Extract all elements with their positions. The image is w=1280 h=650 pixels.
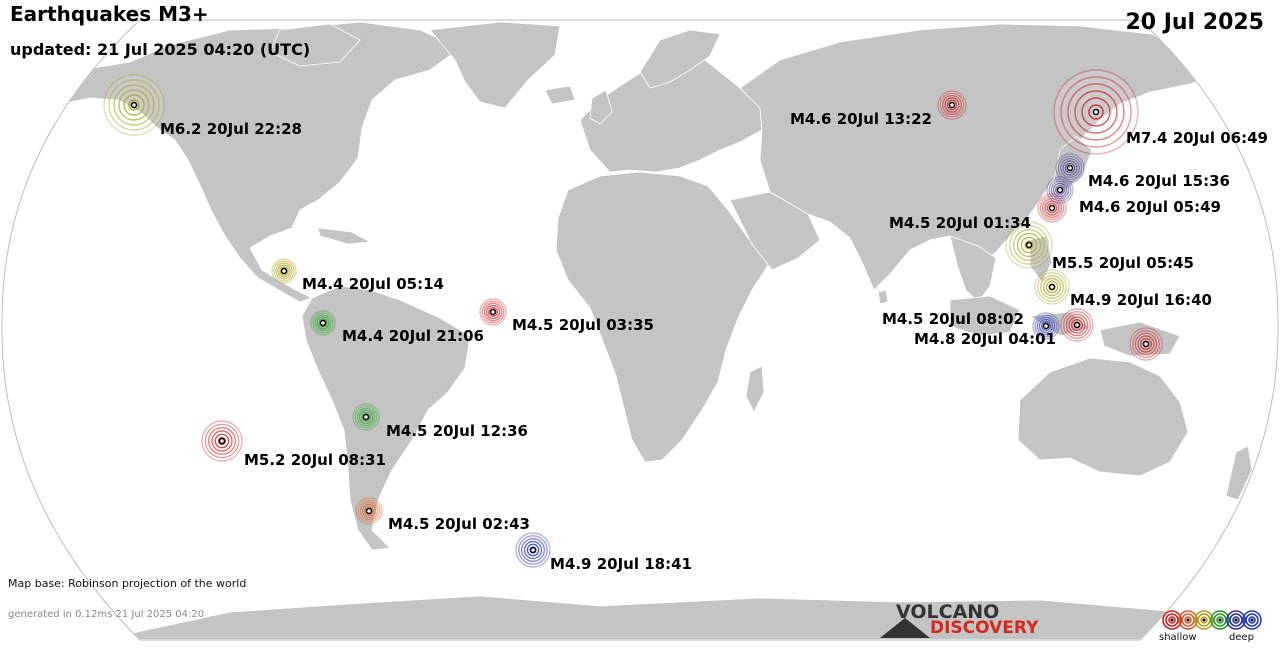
land-sri-lanka (877, 289, 889, 305)
quake-marker[interactable] (479, 298, 507, 326)
quake-label[interactable]: M4.9 20Jul 16:40 (1070, 291, 1212, 309)
land-scandinavia (639, 29, 721, 89)
quake-marker[interactable] (1005, 221, 1053, 269)
land-asia (739, 23, 1231, 291)
land-philippines (1029, 235, 1053, 283)
quake-marker[interactable] (937, 90, 967, 120)
quake-marker[interactable] (355, 497, 383, 525)
quake-marker[interactable] (515, 532, 551, 568)
land-caribbean (317, 227, 372, 245)
quake-marker[interactable] (271, 258, 297, 284)
quake-label[interactable]: M4.4 20Jul 05:14 (302, 275, 444, 293)
quake-label[interactable]: M4.4 20Jul 21:06 (342, 327, 484, 345)
quake-marker[interactable] (201, 420, 243, 462)
land-uk (589, 89, 613, 125)
quake-label[interactable]: M4.5 20Jul 12:36 (386, 422, 528, 440)
depth-legend: shallow deep (1155, 606, 1270, 648)
quake-marker[interactable] (1055, 153, 1085, 183)
quake-marker[interactable] (1129, 327, 1163, 361)
quake-label[interactable]: M5.5 20Jul 05:45 (1052, 254, 1194, 272)
quake-marker[interactable] (1037, 193, 1067, 223)
quake-label[interactable]: M6.2 20Jul 22:28 (160, 120, 302, 138)
quake-marker[interactable] (1034, 269, 1070, 305)
land-africa (555, 171, 771, 463)
quake-label[interactable]: M4.6 20Jul 05:49 (1079, 198, 1221, 216)
legend-shallow-label: shallow (1159, 632, 1197, 643)
quake-marker[interactable] (352, 403, 380, 431)
quake-label[interactable]: M4.5 20Jul 08:02 (882, 310, 1024, 328)
map-title: Earthquakes M3+ (10, 2, 209, 26)
land-north-america (39, 21, 461, 303)
quake-label[interactable]: M4.5 20Jul 03:35 (512, 316, 654, 334)
land-new-zealand (1225, 445, 1253, 501)
volcano-icon (880, 618, 930, 638)
quake-label[interactable]: M4.8 20Jul 04:01 (914, 330, 1056, 348)
legend-rings (1162, 610, 1262, 630)
quake-marker[interactable] (1032, 312, 1060, 340)
generated-note: generated in 0.12ms 21 Jul 2025 04:20 (8, 609, 205, 620)
land-greenland (429, 21, 561, 109)
quake-label[interactable]: M4.6 20Jul 15:36 (1088, 172, 1230, 190)
quake-labels: M6.2 20Jul 22:28 M4.4 20Jul 05:14 M4.4 2… (160, 110, 1268, 573)
quake-marker[interactable] (1060, 308, 1094, 342)
land-iceland (544, 85, 576, 105)
quake-marker[interactable] (103, 74, 165, 136)
quake-label[interactable]: M4.9 20Jul 18:41 (550, 555, 692, 573)
map-base-note: Map base: Robinson projection of the wor… (8, 577, 247, 590)
land-south-america (301, 285, 471, 551)
quake-marker[interactable] (1053, 69, 1139, 155)
land-madagascar (745, 365, 765, 413)
volcano-discovery-logo[interactable]: VOLCANO DISCOVERY (880, 601, 1040, 640)
quake-label[interactable]: M7.4 20Jul 06:49 (1126, 129, 1268, 147)
quake-label[interactable]: M4.5 20Jul 02:43 (388, 515, 530, 533)
legend-deep-label: deep (1229, 632, 1254, 643)
land-arctic-islands (269, 23, 361, 67)
quake-label[interactable]: M5.2 20Jul 08:31 (244, 451, 386, 469)
updated-timestamp: updated: 21 Jul 2025 04:20 (UTC) (10, 40, 311, 59)
land-japan (1053, 135, 1093, 191)
quake-label[interactable]: M4.5 20Jul 01:34 (889, 214, 1031, 232)
quake-marker[interactable] (1046, 176, 1074, 204)
logo-text-discovery: DISCOVERY (930, 618, 1039, 638)
quake-marker[interactable] (310, 310, 336, 336)
logo-text-volcano: VOLCANO (896, 601, 1000, 623)
land-australia (1017, 357, 1189, 477)
land-indochina (949, 235, 997, 303)
map-date: 20 Jul 2025 (1125, 10, 1264, 35)
quake-label[interactable]: M4.6 20Jul 13:22 (790, 110, 932, 128)
